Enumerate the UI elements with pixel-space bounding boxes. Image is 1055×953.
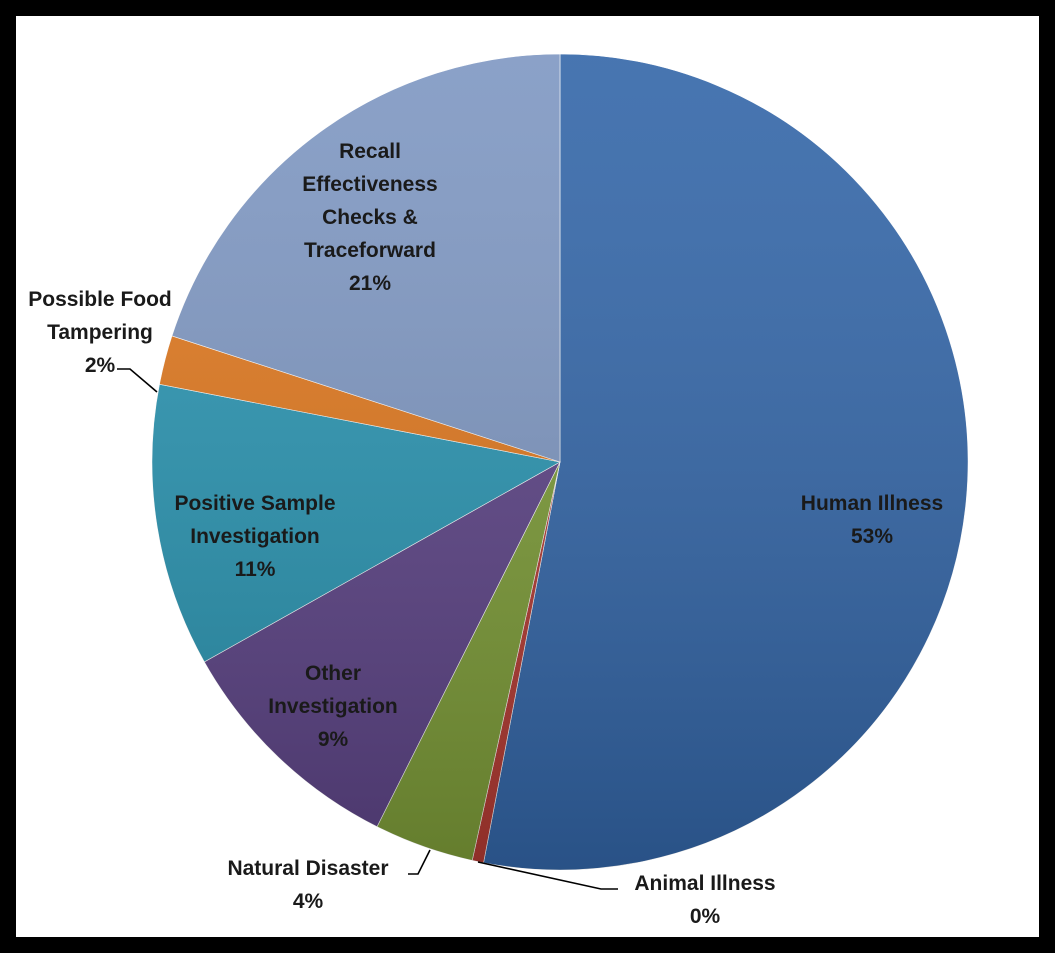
slice-label-possible-food-tampering: Possible Food Tampering 2%	[28, 288, 172, 377]
slice-name-label: Investigation	[190, 525, 320, 548]
slice-name-label: Human Illness	[801, 492, 943, 515]
slice-name-label: Possible Food	[28, 288, 172, 311]
pie-shading	[152, 54, 968, 870]
slice-name-label: Traceforward	[304, 239, 436, 262]
slice-name-label: Tampering	[47, 321, 153, 344]
leader-line-animal-illness	[477, 861, 618, 890]
slice-percent-label: 11%	[235, 558, 276, 581]
slice-percent-label: 9%	[318, 728, 349, 751]
slice-name-label: Positive Sample	[174, 492, 335, 515]
slice-name-label: Effectiveness	[302, 173, 437, 196]
slice-labels: Human Illness 53% Animal Illness 0% Natural …	[28, 140, 943, 928]
slice-label-other-investigation: Other Investigation 9%	[268, 662, 398, 751]
slice-label-natural-disaster: Natural Disaster 4%	[227, 857, 388, 913]
slice-name-label: Checks &	[322, 206, 418, 229]
slice-percent-label: 2%	[85, 354, 116, 377]
slice-percent-label: 53%	[851, 525, 893, 548]
slice-name-label: Other	[305, 662, 361, 685]
slice-name-label: Recall	[339, 140, 401, 163]
slice-percent-label: 0%	[690, 905, 721, 928]
leader-line-possible-food-tampering	[117, 368, 158, 393]
slice-label-human-illness: Human Illness 53%	[801, 492, 943, 548]
slice-name-label: Investigation	[268, 695, 398, 718]
slice-percent-label: 21%	[349, 272, 391, 295]
slice-percent-label: 4%	[293, 890, 324, 913]
leader-line-natural-disaster	[408, 849, 431, 875]
leader-lines	[117, 368, 618, 890]
slice-label-recall-effectiveness-checks-traceforward: Recall Effectiveness Checks & Traceforward 2…	[302, 140, 437, 295]
slice-name-label: Animal Illness	[634, 872, 775, 895]
slice-label-positive-sample-investigation: Positive Sample Investigation 11%	[174, 492, 335, 581]
slice-name-label: Natural Disaster	[227, 857, 388, 880]
slice-label-animal-illness: Animal Illness 0%	[634, 872, 775, 928]
